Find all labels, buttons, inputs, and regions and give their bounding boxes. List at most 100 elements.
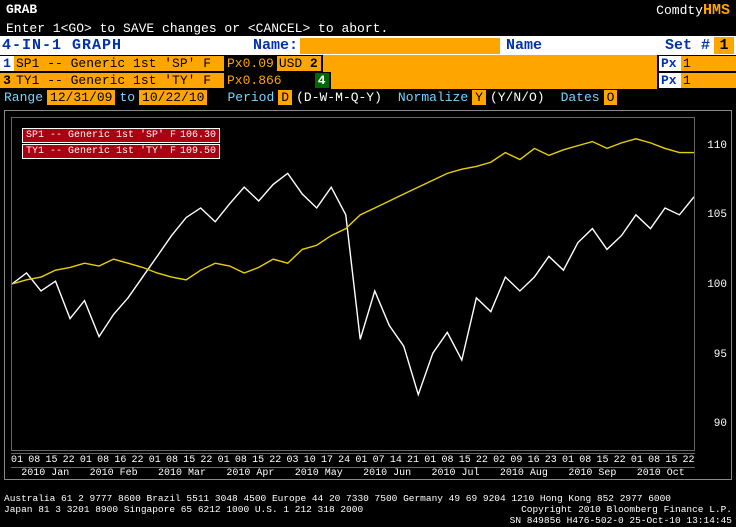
- range-label: Range: [4, 90, 43, 105]
- x-tick-label: 14: [390, 455, 402, 466]
- footer-sn: SN 849856 H476-502-0 25-Oct-10 13:14:45: [510, 515, 732, 526]
- x-month-label: 2010 Jul: [432, 468, 480, 479]
- name-input[interactable]: [300, 38, 500, 54]
- x-month-label: 2010 Feb: [90, 468, 138, 479]
- series-mult[interactable]: Px0.09: [224, 56, 277, 71]
- period-label: Period: [227, 90, 274, 105]
- x-tick-label: 08: [28, 455, 40, 466]
- chart-container: SP1 -- Generic 1st 'SP' F 106.30 TY1 -- …: [4, 110, 732, 480]
- legend-item: SP1 -- Generic 1st 'SP' F 106.30: [22, 128, 220, 143]
- x-tick-label: 15: [459, 455, 471, 466]
- series-desc-input[interactable]: TY1 -- Generic 1st 'TY' F: [14, 73, 224, 88]
- x-month-label: 2010 Jun: [363, 468, 411, 479]
- x-month-label: 2010 Apr: [226, 468, 274, 479]
- dates-label: Dates: [561, 90, 600, 105]
- px-label: Px: [659, 73, 681, 88]
- x-tick-label: 01: [149, 455, 161, 466]
- name-label-2: Name: [506, 37, 542, 54]
- x-tick-label: 09: [510, 455, 522, 466]
- x-tick-label: 15: [596, 455, 608, 466]
- x-tick-label: 16: [528, 455, 540, 466]
- footer-contacts-1: Australia 61 2 9777 8600 Brazil 5511 304…: [4, 493, 671, 504]
- x-tick-label: 22: [269, 455, 281, 466]
- x-tick-label: 08: [579, 455, 591, 466]
- px-input[interactable]: 1: [681, 73, 736, 88]
- x-month-label: 2010 Jan: [21, 468, 69, 479]
- x-month-label: 2010 Mar: [158, 468, 206, 479]
- x-month-label: 2010 Oct: [637, 468, 685, 479]
- command-hint: Enter 1<GO> to SAVE changes or <CANCEL> …: [0, 21, 736, 36]
- series-index: 2: [307, 56, 321, 71]
- title-bar: 4-IN-1 GRAPH Name: Name Set # 1: [0, 36, 736, 55]
- period-input[interactable]: D: [278, 90, 292, 105]
- chart-controls: Range 12/31/09 to 10/22/10 Period D (D-W…: [0, 89, 736, 106]
- series-index: 3: [0, 73, 14, 88]
- x-axis: 01 08 15 22 01 08 16 22 01 08 15 22 01 08 15 22 03 10 17 24…: [11, 453, 695, 477]
- series-ccy[interactable]: USD: [277, 56, 307, 71]
- x-tick-label: 10: [304, 455, 316, 466]
- period-hint: (D-W-M-Q-Y): [296, 90, 382, 105]
- x-axis-months: 2010 Jan 2010 Feb 2010 Mar 2010 Apr 2010 May…: [11, 467, 695, 479]
- set-label: Set #: [665, 37, 710, 54]
- x-tick-label: 17: [321, 455, 333, 466]
- date-from-input[interactable]: 12/31/09: [47, 90, 115, 105]
- legend-value: 106.30: [180, 130, 216, 141]
- series-desc-input[interactable]: SP1 -- Generic 1st 'SP' F: [14, 56, 224, 71]
- x-tick-label: 01: [424, 455, 436, 466]
- x-axis-ticks: 01 08 15 22 01 08 16 22 01 08 15 22 01 08 15 22 03 10 17 24…: [11, 453, 695, 466]
- top-right: ComdtyHMS: [656, 2, 730, 19]
- x-tick-label: 22: [200, 455, 212, 466]
- y-axis-labels: 9095100105110: [699, 117, 729, 451]
- date-to-input[interactable]: 10/22/10: [139, 90, 207, 105]
- x-tick-label: 15: [183, 455, 195, 466]
- x-tick-label: 01: [11, 455, 23, 466]
- legend-name: TY1 -- Generic 1st 'TY' F: [26, 146, 176, 157]
- hms-code: HMS: [703, 2, 730, 19]
- x-tick-label: 23: [545, 455, 557, 466]
- x-tick-label: 08: [648, 455, 660, 466]
- x-tick-label: 22: [63, 455, 75, 466]
- legend-name: SP1 -- Generic 1st 'SP' F: [26, 130, 176, 141]
- x-tick-label: 08: [97, 455, 109, 466]
- normalize-input[interactable]: Y: [472, 90, 486, 105]
- x-tick-label: 15: [45, 455, 57, 466]
- x-tick-label: 01: [218, 455, 230, 466]
- y-tick-label: 100: [707, 279, 727, 291]
- x-tick-label: 08: [166, 455, 178, 466]
- x-tick-label: 03: [287, 455, 299, 466]
- x-month-label: 2010 May: [295, 468, 343, 479]
- x-tick-label: 22: [476, 455, 488, 466]
- y-tick-label: 110: [707, 140, 727, 152]
- px-label: Px: [659, 56, 681, 71]
- x-tick-label: 24: [338, 455, 350, 466]
- set-input[interactable]: 1: [714, 37, 734, 54]
- x-tick-label: 21: [407, 455, 419, 466]
- x-tick-label: 08: [441, 455, 453, 466]
- normalize-hint: (Y/N/O): [490, 90, 545, 105]
- px-input[interactable]: 1: [681, 56, 736, 71]
- series-row: 1 SP1 -- Generic 1st 'SP' F Px0.09 USD 2…: [0, 55, 736, 72]
- dates-input[interactable]: O: [604, 90, 618, 105]
- x-tick-label: 22: [683, 455, 695, 466]
- x-tick-label: 22: [132, 455, 144, 466]
- footer: Australia 61 2 9777 8600 Brazil 5511 304…: [0, 492, 736, 527]
- app-code: GRAB: [6, 2, 37, 19]
- x-tick-label: 15: [665, 455, 677, 466]
- to-label: to: [119, 90, 135, 105]
- x-tick-label: 16: [114, 455, 126, 466]
- normalize-label: Normalize: [398, 90, 468, 105]
- series-mult[interactable]: Px0.866: [224, 73, 285, 88]
- series-index: 1: [0, 56, 14, 71]
- legend-value: 109.50: [180, 146, 216, 157]
- x-tick-label: 01: [355, 455, 367, 466]
- x-tick-label: 01: [80, 455, 92, 466]
- y-tick-label: 105: [707, 209, 727, 221]
- chart-legend: SP1 -- Generic 1st 'SP' F 106.30 TY1 -- …: [22, 128, 220, 160]
- footer-contacts-2: Japan 81 3 3201 8900 Singapore 65 6212 1…: [4, 504, 363, 515]
- x-tick-label: 01: [631, 455, 643, 466]
- x-month-label: 2010 Aug: [500, 468, 548, 479]
- series-empty-input[interactable]: [323, 55, 657, 72]
- series-index: 4: [315, 73, 329, 88]
- series-empty-input[interactable]: [331, 72, 657, 89]
- legend-item: TY1 -- Generic 1st 'TY' F 109.50: [22, 144, 220, 159]
